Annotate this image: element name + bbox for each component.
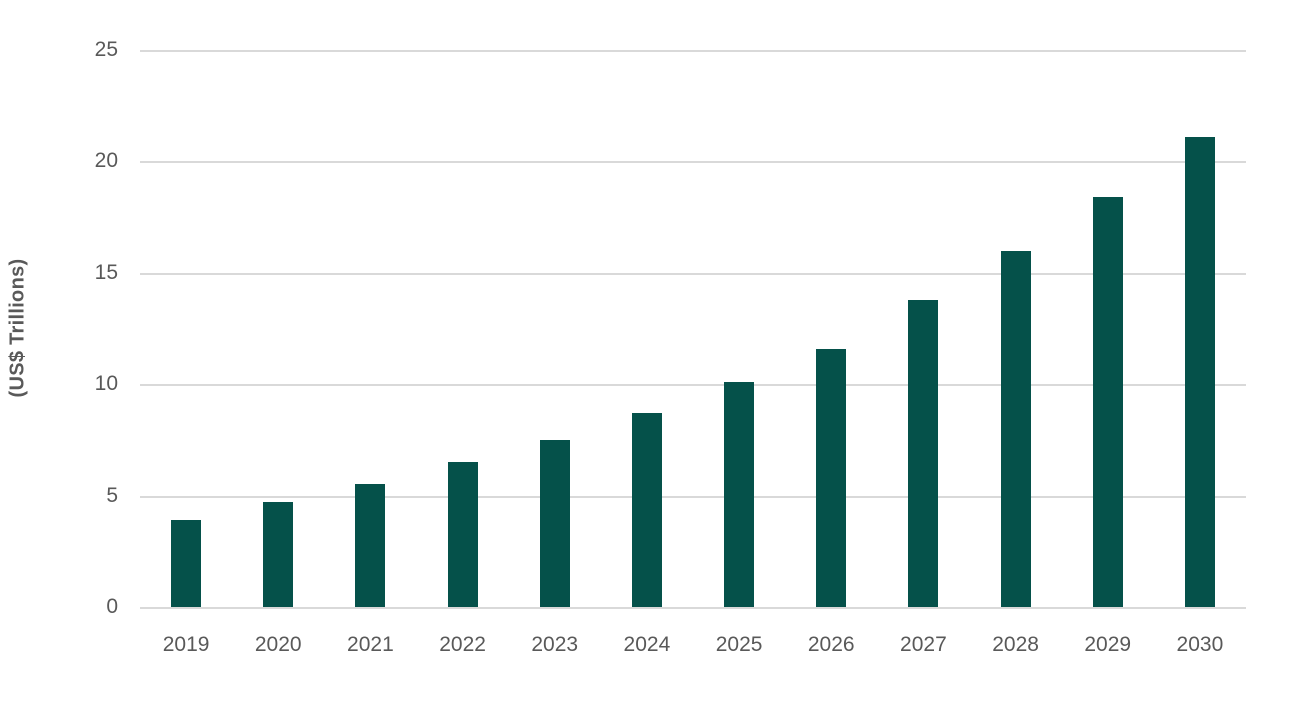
y-tick-label-0: 0 <box>106 595 118 618</box>
x-tick-label-2030: 2030 <box>1176 633 1224 656</box>
y-tick-label-5: 5 <box>106 483 118 507</box>
gridline-15 <box>140 272 1246 275</box>
x-tick-label-2027: 2027 <box>900 633 947 656</box>
y-tick-label-20: 20 <box>94 149 118 173</box>
bar-2020 <box>263 502 294 607</box>
x-tick-label-2021: 2021 <box>347 633 394 656</box>
x-tick-label-2029: 2029 <box>1084 633 1132 656</box>
gridline-20 <box>140 161 1246 164</box>
x-tick-label-2022: 2022 <box>439 633 486 656</box>
x-tick-label-2026: 2026 <box>807 633 855 656</box>
gridline-0 <box>140 607 1246 609</box>
gridline-25 <box>140 50 1246 52</box>
bar-2024 <box>631 413 662 607</box>
x-tick-label-2024: 2024 <box>623 633 671 656</box>
bar-2029 <box>1092 197 1123 607</box>
y-tick-label-10: 10 <box>94 372 118 396</box>
gridline-5 <box>140 495 1246 498</box>
plot-area <box>140 50 1246 609</box>
gridline-10 <box>140 384 1246 387</box>
bar-2022 <box>447 462 478 607</box>
x-tick-label-2025: 2025 <box>715 633 763 656</box>
bar-2023 <box>539 439 570 607</box>
bar-2028 <box>1000 250 1031 607</box>
bar-2026 <box>816 348 847 607</box>
x-tick-label-2019: 2019 <box>162 633 210 656</box>
bar-2027 <box>908 299 939 607</box>
bar-2030 <box>1184 136 1215 607</box>
x-tick-label-2020: 2020 <box>254 633 302 656</box>
y-tick-label-15: 15 <box>94 260 118 284</box>
bar-2025 <box>724 381 755 607</box>
x-tick-label-2023: 2023 <box>531 633 579 656</box>
bar-2019 <box>171 520 202 607</box>
x-tick-label-2028: 2028 <box>992 633 1039 656</box>
y-tick-label-25: 25 <box>94 38 118 61</box>
bar-2021 <box>355 484 386 607</box>
